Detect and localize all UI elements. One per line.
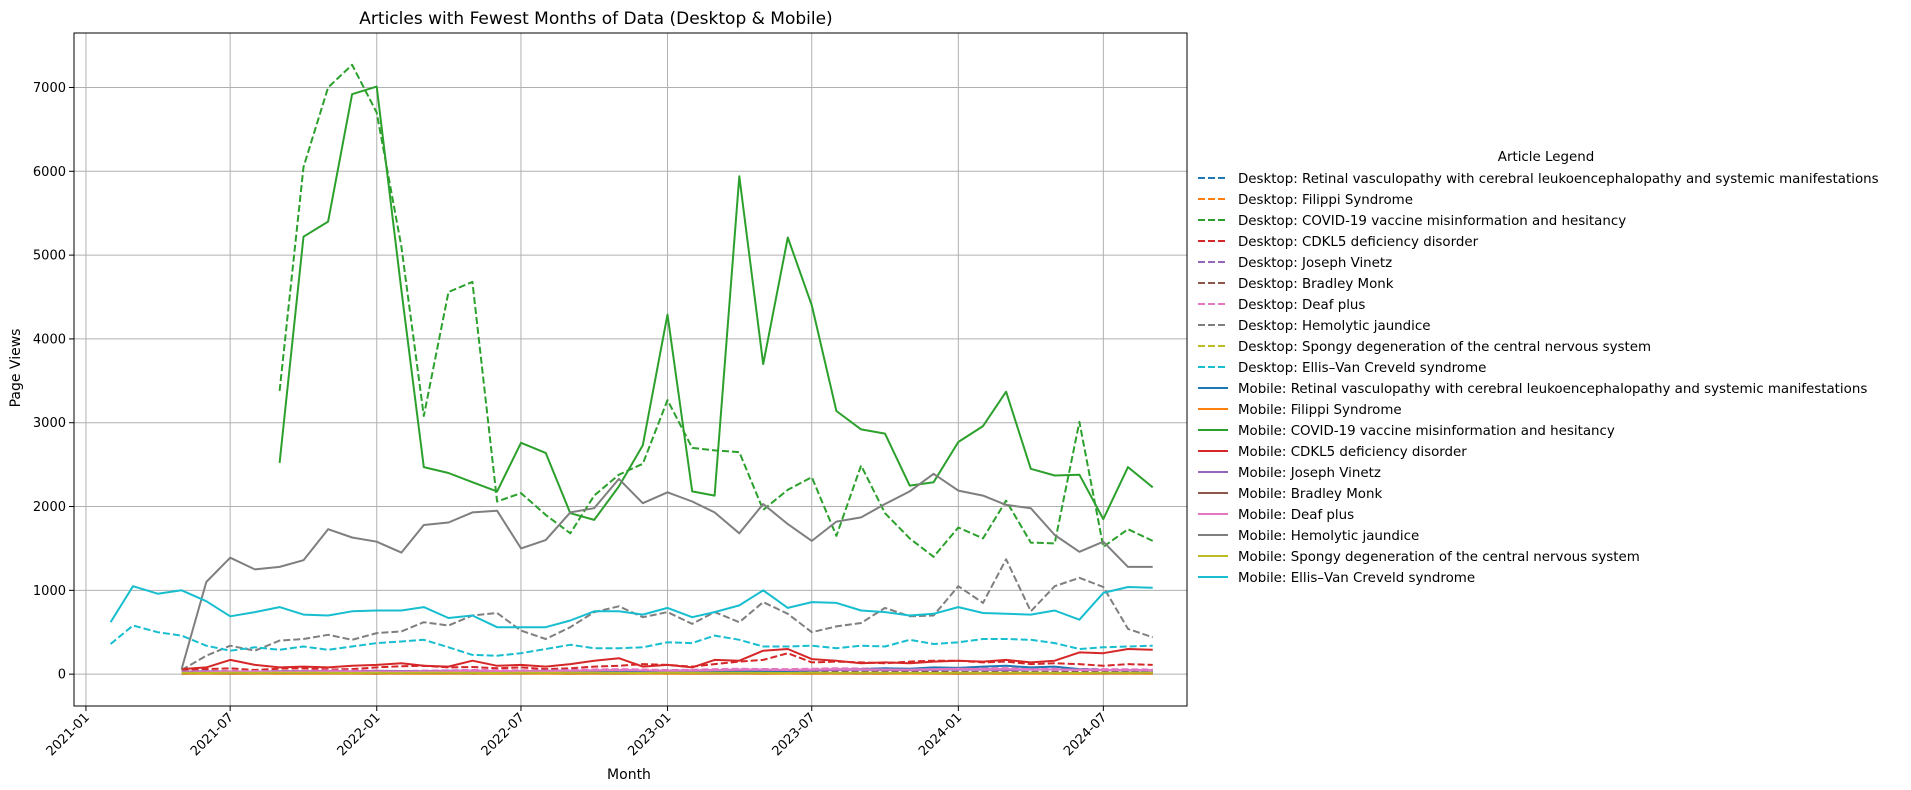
legend-label: Desktop: Retinal vasculopathy with cereb…	[1238, 172, 1879, 187]
x-tick-label: 2024-01	[916, 710, 965, 759]
legend-label: Desktop: Joseph Vinetz	[1238, 256, 1392, 271]
y-axis-label: Page Views	[8, 329, 24, 408]
y-tick-label: 7000	[33, 81, 66, 96]
legend-label: Mobile: CDKL5 deficiency disorder	[1238, 445, 1467, 460]
x-tick-label: 2022-01	[335, 710, 384, 759]
series-line-19	[109, 585, 1153, 629]
legend-label: Mobile: Retinal vasculopathy with cerebr…	[1238, 382, 1867, 397]
legend-label: Mobile: Ellis–Van Creveld syndrome	[1238, 571, 1475, 586]
legend-label: Mobile: Spongy degeneration of the centr…	[1238, 550, 1640, 565]
x-tick-label: 2023-07	[770, 710, 819, 759]
legend-label: Desktop: Hemolytic jaundice	[1238, 319, 1431, 334]
y-tick-label: 0	[58, 668, 66, 683]
legend-items: Desktop: Retinal vasculopathy with cereb…	[1198, 172, 1879, 586]
y-axis-ticks: 0 1000 2000 3000 4000 5000 6000 7000	[33, 81, 74, 683]
plot-area	[109, 63, 1154, 675]
y-tick-label: 3000	[33, 416, 66, 431]
x-tick-label: 2024-07	[1061, 710, 1110, 759]
series-line-7	[181, 558, 1154, 671]
series-line-9	[109, 624, 1153, 657]
y-tick-label: 5000	[33, 249, 66, 264]
legend: Article Legend Desktop: Retinal vasculop…	[1198, 150, 1879, 586]
x-tick-label: 2021-07	[188, 710, 237, 759]
legend-label: Desktop: Bradley Monk	[1238, 277, 1394, 292]
legend-label: Desktop: Spongy degeneration of the cent…	[1238, 340, 1651, 355]
legend-label: Desktop: COVID-19 vaccine misinformation…	[1238, 214, 1626, 229]
y-tick-label: 2000	[33, 500, 66, 515]
legend-label: Mobile: COVID-19 vaccine misinformation …	[1238, 424, 1615, 439]
y-tick-label: 4000	[33, 332, 66, 347]
y-tick-label: 6000	[33, 165, 66, 180]
x-tick-label: 2022-07	[479, 710, 528, 759]
x-tick-label: 2021-01	[44, 710, 93, 759]
series-line-17	[180, 472, 1153, 670]
legend-label: Mobile: Bradley Monk	[1238, 487, 1382, 502]
legend-label: Mobile: Joseph Vinetz	[1238, 466, 1381, 481]
legend-label: Desktop: CDKL5 deficiency disorder	[1238, 235, 1479, 250]
legend-label: Desktop: Filippi Syndrome	[1238, 193, 1413, 208]
series-line-16	[181, 667, 1153, 674]
legend-label: Mobile: Filippi Syndrome	[1238, 403, 1402, 418]
series-line-13	[181, 648, 1153, 671]
chart-title: Articles with Fewest Months of Data (Des…	[359, 9, 832, 29]
legend-title: Article Legend	[1498, 150, 1594, 165]
grid-lines	[74, 33, 1187, 706]
y-tick-label: 1000	[33, 584, 66, 599]
legend-label: Desktop: Ellis–Van Creveld syndrome	[1238, 361, 1486, 376]
x-tick-label: 2023-01	[625, 710, 674, 759]
series-line-2	[278, 63, 1154, 558]
legend-label: Mobile: Deaf plus	[1238, 508, 1354, 523]
x-axis-label: Month	[607, 767, 651, 783]
x-axis-ticks: 2021-01 2021-07 2022-01 2022-07 2023-01 2023-…	[44, 706, 1110, 759]
series-line-12	[278, 85, 1154, 521]
plot-frame	[73, 32, 1188, 707]
legend-label: Desktop: Deaf plus	[1238, 298, 1365, 313]
legend-label: Mobile: Hemolytic jaundice	[1238, 529, 1419, 544]
